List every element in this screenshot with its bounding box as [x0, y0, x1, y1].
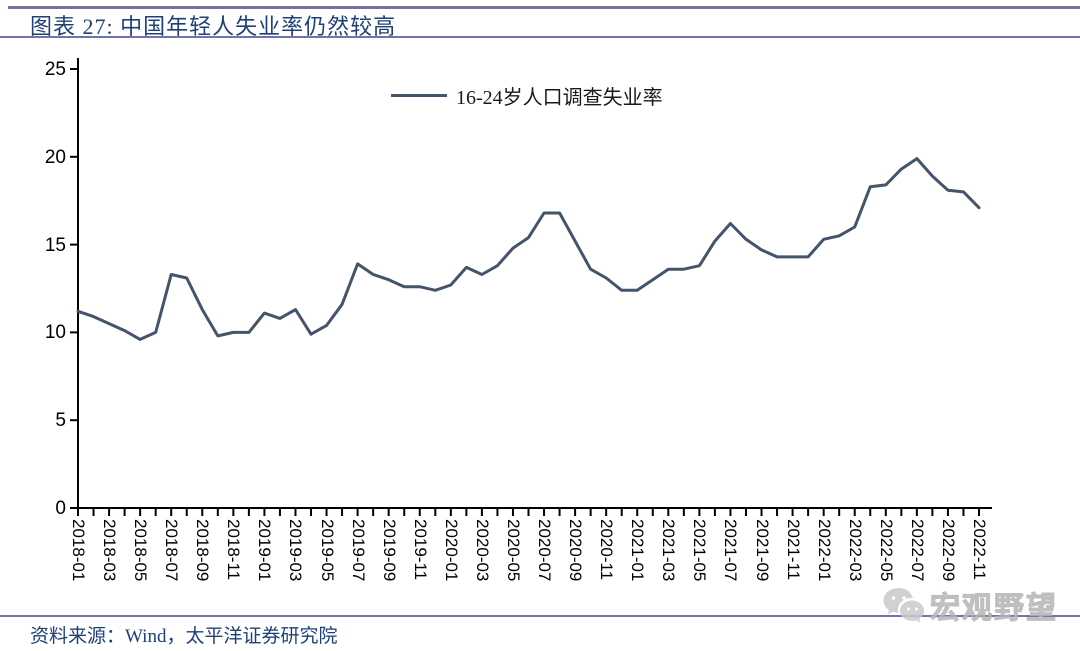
- x-axis-tick-label: 2019-01: [255, 519, 275, 582]
- x-axis-tick-label: 2019-03: [286, 519, 306, 582]
- x-axis-tick-label: 2022-07: [907, 519, 927, 582]
- x-axis-tick-label: 2018-01: [69, 519, 88, 582]
- watermark-label: 宏观野望: [930, 592, 1058, 626]
- x-axis-tick-label: 2019-05: [317, 519, 337, 582]
- x-axis-tick-label: 2020-09: [566, 519, 586, 582]
- x-axis-tick-label: 2018-11: [224, 519, 244, 581]
- x-axis-tick-label: 2021-05: [690, 519, 710, 582]
- wechat-icon: [883, 588, 924, 623]
- x-axis-tick-label: 2018-05: [131, 519, 151, 582]
- x-axis-tick-label: 2020-07: [535, 519, 555, 582]
- x-axis-tick-label: 2021-11: [783, 519, 803, 581]
- chart-title: 图表 27: 中国年轻人失业率仍然较高: [30, 14, 397, 39]
- x-axis-tick-label: 2022-09: [938, 519, 958, 582]
- x-axis-tick-label: 2021-01: [628, 519, 648, 582]
- top-divider: [8, 6, 1080, 9]
- x-axis-tick-label: 2019-09: [379, 519, 399, 582]
- chart-legend: 16-24岁人口调查失业率: [391, 81, 663, 110]
- x-axis-tick-label: 2021-07: [721, 519, 741, 582]
- x-axis-tick-label: 2021-03: [659, 519, 679, 582]
- x-axis-tick-label: 2018-03: [100, 519, 120, 582]
- line-chart: [70, 58, 992, 516]
- legend-line-swatch: [391, 94, 447, 97]
- source-note: 资料来源：Wind，太平洋证券研究院: [30, 626, 338, 647]
- y-axis-tick-label: 0: [55, 498, 66, 519]
- x-axis-tick-label: 2022-01: [814, 519, 834, 582]
- x-axis-tick-label: 2022-05: [876, 519, 896, 582]
- x-axis-tick-label: 2022-03: [845, 519, 865, 582]
- y-axis-tick-label: 5: [55, 410, 66, 432]
- x-axis-tick-label: 2020-05: [503, 519, 523, 582]
- x-axis-tick-label: 2020-03: [472, 519, 492, 582]
- x-axis-tick-label: 2018-09: [193, 519, 213, 582]
- y-axis-tick-label: 15: [44, 234, 66, 256]
- legend-series-label: 16-24岁人口调查失业率: [456, 87, 663, 109]
- x-axis-tick-label: 2021-09: [752, 519, 772, 582]
- bottom-divider: [0, 615, 1080, 617]
- watermark: 宏观野望: [882, 583, 1058, 627]
- x-axis-tick-label: 2019-11: [410, 519, 430, 581]
- y-axis-tick-label: 25: [44, 59, 66, 80]
- axis-lines: [77, 58, 992, 509]
- x-axis-tick-label: 2018-07: [162, 519, 182, 582]
- x-axis-tick-label: 2020-11: [597, 519, 617, 581]
- x-axis-tick-label: 2022-11: [970, 519, 989, 581]
- x-axis-tick-label: 2019-07: [348, 519, 368, 582]
- x-axis-tick-label: 2020-01: [441, 519, 461, 582]
- title-divider: [0, 36, 1080, 38]
- unemployment-rate-line: [76, 157, 981, 341]
- y-axis-tick-label: 10: [44, 322, 66, 344]
- y-axis-tick-label: 20: [44, 146, 66, 168]
